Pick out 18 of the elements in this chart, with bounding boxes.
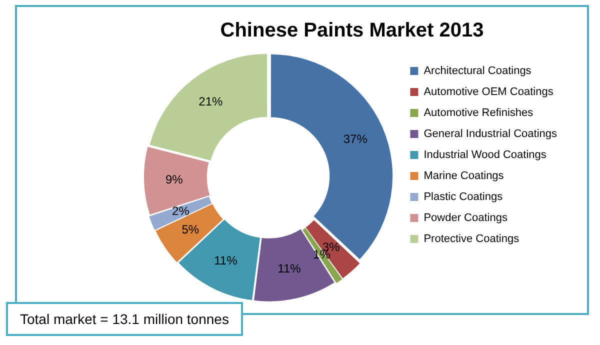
legend-label: Industrial Wood Coatings <box>424 149 547 162</box>
legend-label: Automotive Refinishes <box>424 107 534 120</box>
data-label: 11% <box>214 254 238 268</box>
text: Total market = 13.1 million tonnes <box>6 302 243 336</box>
legend-label: Powder Coatings <box>424 212 508 224</box>
legend-label: Plastic Coatings <box>424 191 504 204</box>
data-label: 5% <box>182 222 200 236</box>
legend-label: Protective Coatings <box>424 233 520 246</box>
legend-label: Architectural Coatings <box>424 65 532 78</box>
chart-title: Chinese Paints Market 2013 <box>220 20 484 42</box>
legend-label: Marine Coatings <box>424 170 504 182</box>
data-label: 21% <box>198 94 223 109</box>
legend-label: Automotive OEM Coatings <box>424 86 554 98</box>
data-label: 2% <box>172 204 190 218</box>
data-label: 9% <box>165 172 184 186</box>
legend-label: General Industrial Coatings <box>424 128 558 140</box>
data-label: 37% <box>343 132 368 146</box>
data-label: 11% <box>278 262 302 276</box>
